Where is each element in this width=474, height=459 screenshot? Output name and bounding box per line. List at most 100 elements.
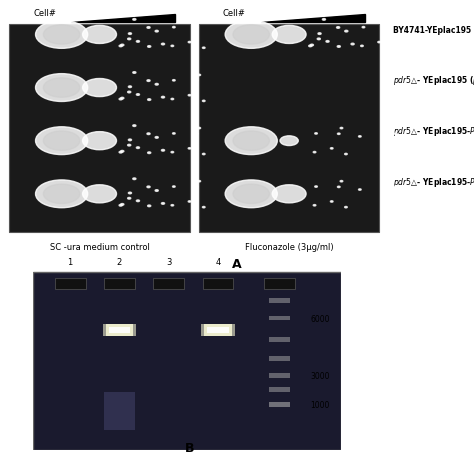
Text: $\it{pdr5}$△- YEplac195-$\it{PDR5-1}$: $\it{pdr5}$△- YEplac195-$\it{PDR5-1}$ — [393, 125, 474, 138]
Circle shape — [162, 203, 164, 205]
Circle shape — [233, 132, 269, 151]
Circle shape — [82, 79, 117, 97]
Circle shape — [385, 28, 387, 29]
Bar — [264, 278, 295, 290]
Circle shape — [119, 205, 122, 207]
Circle shape — [44, 78, 80, 98]
Circle shape — [133, 19, 136, 21]
Circle shape — [121, 151, 124, 153]
Circle shape — [330, 148, 333, 150]
Circle shape — [147, 206, 151, 207]
Circle shape — [345, 207, 347, 208]
Circle shape — [394, 187, 397, 188]
Circle shape — [337, 28, 340, 29]
Bar — [9, 25, 190, 232]
Text: 3000: 3000 — [310, 372, 330, 381]
Circle shape — [128, 140, 131, 141]
Text: A: A — [232, 257, 242, 270]
Circle shape — [128, 34, 131, 35]
Circle shape — [392, 48, 395, 50]
Circle shape — [198, 128, 201, 129]
Circle shape — [155, 137, 158, 139]
Circle shape — [202, 48, 205, 50]
Circle shape — [119, 46, 122, 48]
Circle shape — [272, 26, 306, 45]
Circle shape — [340, 181, 343, 183]
Circle shape — [340, 128, 343, 129]
Circle shape — [36, 22, 88, 49]
Circle shape — [171, 205, 173, 207]
Circle shape — [133, 125, 136, 127]
Circle shape — [318, 34, 321, 35]
Circle shape — [195, 134, 198, 135]
Circle shape — [337, 187, 340, 188]
Bar — [199, 25, 379, 232]
Circle shape — [382, 185, 384, 186]
Bar — [55, 278, 85, 290]
Text: 1: 1 — [67, 257, 73, 267]
Circle shape — [171, 152, 173, 153]
Circle shape — [188, 148, 191, 150]
Circle shape — [310, 45, 313, 47]
Circle shape — [322, 19, 326, 21]
Circle shape — [128, 39, 131, 41]
Bar — [202, 278, 233, 290]
Circle shape — [173, 28, 175, 29]
Bar — [269, 374, 291, 379]
Circle shape — [315, 134, 318, 135]
Circle shape — [147, 100, 151, 101]
Circle shape — [326, 41, 329, 43]
Bar — [153, 278, 184, 290]
Circle shape — [82, 132, 117, 151]
Bar — [269, 356, 291, 361]
Circle shape — [198, 75, 201, 77]
Circle shape — [313, 152, 316, 153]
Circle shape — [233, 185, 269, 204]
Polygon shape — [71, 15, 175, 22]
Text: Fluconazole (3μg/ml): Fluconazole (3μg/ml) — [245, 242, 333, 252]
Circle shape — [119, 152, 122, 154]
Circle shape — [361, 46, 363, 47]
Bar — [269, 298, 291, 303]
Circle shape — [315, 186, 318, 188]
Circle shape — [44, 185, 80, 204]
Circle shape — [198, 181, 201, 183]
Circle shape — [121, 204, 124, 206]
Circle shape — [137, 147, 139, 149]
Circle shape — [162, 97, 164, 99]
Bar — [269, 403, 291, 408]
Circle shape — [147, 46, 151, 48]
Circle shape — [188, 95, 191, 97]
Circle shape — [198, 22, 201, 23]
Circle shape — [358, 190, 361, 191]
Circle shape — [119, 99, 122, 101]
Circle shape — [358, 136, 361, 138]
Circle shape — [351, 44, 354, 46]
Circle shape — [173, 186, 175, 188]
Text: 1000: 1000 — [310, 401, 330, 409]
Circle shape — [188, 42, 191, 44]
Circle shape — [330, 202, 333, 203]
Circle shape — [171, 46, 173, 47]
Circle shape — [121, 98, 124, 100]
Bar — [204, 325, 232, 336]
Text: 6000: 6000 — [310, 314, 330, 323]
Circle shape — [155, 31, 158, 33]
Circle shape — [133, 179, 136, 180]
Circle shape — [128, 92, 131, 94]
Circle shape — [173, 134, 175, 135]
Circle shape — [195, 28, 198, 29]
Bar — [201, 325, 235, 336]
Bar — [269, 387, 291, 392]
Circle shape — [36, 74, 88, 102]
Bar — [102, 325, 137, 336]
Circle shape — [36, 128, 88, 155]
Circle shape — [309, 46, 312, 48]
Circle shape — [388, 22, 390, 23]
Circle shape — [202, 154, 205, 156]
Circle shape — [137, 95, 139, 96]
Circle shape — [225, 180, 277, 208]
Circle shape — [272, 185, 306, 203]
Circle shape — [133, 73, 136, 74]
Circle shape — [147, 134, 150, 135]
